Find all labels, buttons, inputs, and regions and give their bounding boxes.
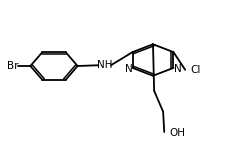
Text: N: N <box>125 64 132 74</box>
Text: OH: OH <box>170 128 186 138</box>
Text: Cl: Cl <box>190 65 200 75</box>
Text: Br: Br <box>7 61 18 71</box>
Text: NH: NH <box>97 60 112 70</box>
Text: N: N <box>174 64 181 74</box>
